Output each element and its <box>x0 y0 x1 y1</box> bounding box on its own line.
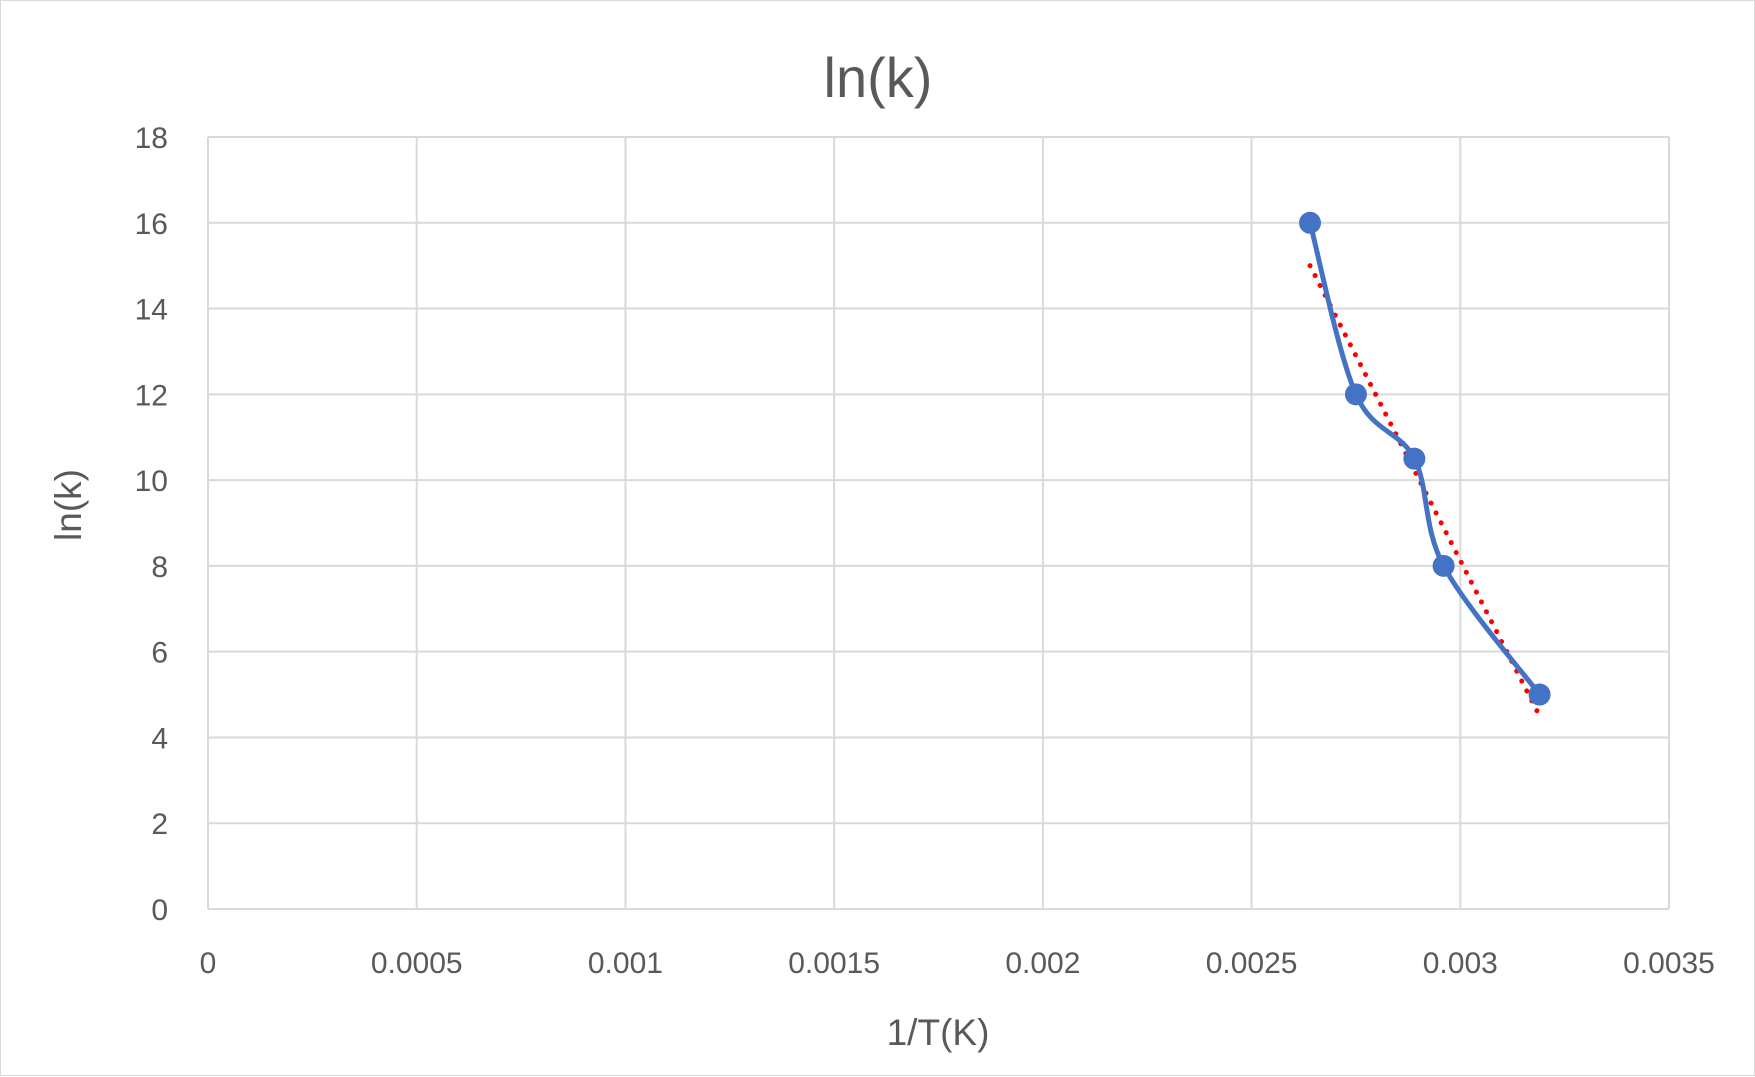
y-tick-label: 14 <box>135 294 168 327</box>
y-axis-title: ln(k) <box>48 469 89 541</box>
y-tick-label: 0 <box>151 894 168 927</box>
x-axis-title: 1/T(K) <box>887 1012 990 1053</box>
y-tick-label: 10 <box>135 465 168 498</box>
linear-trendline <box>1307 263 1543 719</box>
y-tick-label: 8 <box>151 551 168 584</box>
x-tick-label: 0.003 <box>1423 947 1498 980</box>
x-tick-label: 0.0035 <box>1623 947 1715 980</box>
x-tick-label: 0.0005 <box>371 947 463 980</box>
data-point <box>1299 211 1322 234</box>
x-tick-label: 0.0015 <box>788 947 880 980</box>
data-point <box>1403 447 1426 470</box>
series-layer <box>1299 211 1551 706</box>
x-tick-label: 0.001 <box>588 947 663 980</box>
data-point <box>1528 683 1551 706</box>
x-axis-tick-labels: 0 0.0005 0.001 0.0015 0.002 0.0025 0.003 0.0035 <box>200 947 1715 980</box>
chart-title: ln(k) <box>824 46 933 109</box>
data-point <box>1432 554 1455 577</box>
y-axis-tick-labels: 0 2 4 6 8 10 12 14 16 18 <box>135 122 168 927</box>
trendline-layer <box>1307 263 1543 719</box>
gridlines <box>207 136 1670 910</box>
data-point <box>1344 383 1367 406</box>
y-tick-label: 6 <box>151 637 168 670</box>
y-tick-label: 12 <box>135 379 168 412</box>
y-tick-label: 4 <box>151 722 168 755</box>
y-tick-label: 18 <box>135 122 168 155</box>
y-tick-label: 2 <box>151 808 168 841</box>
x-tick-label: 0.0025 <box>1206 947 1298 980</box>
x-tick-label: 0 <box>200 947 217 980</box>
y-tick-label: 16 <box>135 208 168 241</box>
x-tick-label: 0.002 <box>1005 947 1080 980</box>
